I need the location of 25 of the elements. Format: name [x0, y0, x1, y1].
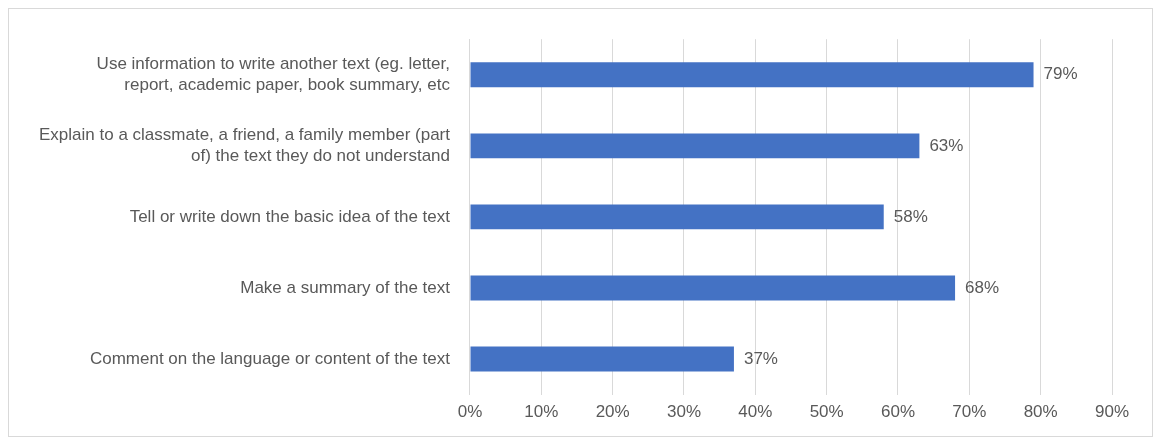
data-label: 58% — [893, 206, 928, 226]
bar — [470, 275, 956, 301]
x-tick-label: 40% — [738, 402, 773, 422]
y-tick-label: Make a summary of the text — [240, 277, 451, 297]
x-tick-label: 50% — [809, 402, 844, 422]
x-tick-label: 70% — [952, 402, 987, 422]
bar — [470, 346, 734, 372]
y-tick-label: Use information to write another text (eg. letter, report, academic paper, book summary, etc — [96, 54, 451, 94]
bar — [470, 62, 1034, 88]
data-label: 68% — [965, 277, 1000, 297]
x-tick-label: 30% — [666, 402, 702, 422]
data-label: 79% — [1043, 64, 1078, 84]
data-label: 37% — [743, 348, 778, 368]
bar — [470, 133, 920, 159]
x-tick-label: 10% — [524, 402, 559, 422]
y-tick-label: Explain to a classmate, a friend, a family member (part of) the text they do not understand — [39, 125, 451, 165]
bar — [470, 204, 884, 230]
data-label: 63% — [929, 135, 964, 155]
x-tick-label: 20% — [595, 402, 630, 422]
x-tick-label: 0% — [457, 402, 483, 422]
x-tick-label: 90% — [1094, 402, 1130, 422]
x-tick-label: 60% — [880, 402, 916, 422]
y-tick-label: Comment on the language or content of the text — [89, 348, 451, 368]
x-tick-label: 80% — [1023, 402, 1058, 422]
y-tick-label: Tell or write down the basic idea of the text — [129, 206, 451, 226]
